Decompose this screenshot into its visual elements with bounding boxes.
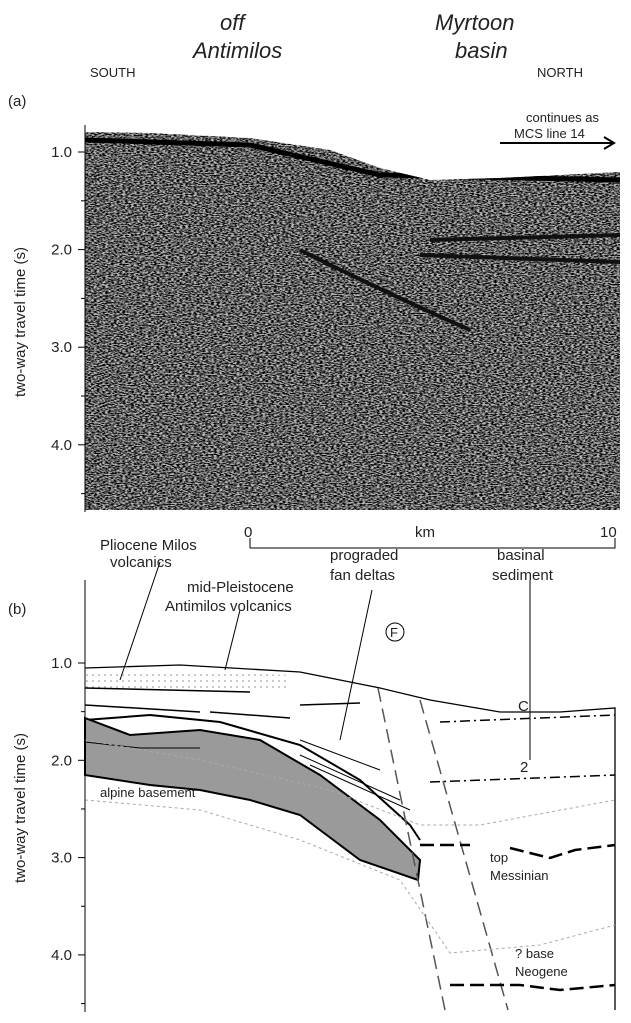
arrow-head xyxy=(603,136,616,150)
label: top xyxy=(490,850,508,865)
direction: SOUTH xyxy=(90,65,136,80)
label: Antimilos volcanics xyxy=(165,598,292,615)
seismic-section xyxy=(85,132,620,510)
label: 2 xyxy=(520,759,528,776)
y-tick-label: 3.0 xyxy=(51,339,72,356)
label: Neogene xyxy=(515,964,568,979)
label: C xyxy=(518,698,529,715)
scale-label: 0 xyxy=(244,524,252,541)
axis-title: two-way travel time (s) xyxy=(12,247,29,397)
y-tick-label: 3.0 xyxy=(51,850,72,867)
title: basin xyxy=(455,38,508,63)
scale-label: 10 xyxy=(600,524,617,541)
label: Pliocene Milos xyxy=(100,537,197,554)
y-tick-label: 1.0 xyxy=(51,655,72,672)
note: continues as xyxy=(526,110,599,125)
label: Messinian xyxy=(490,868,549,883)
label: basinal xyxy=(497,547,545,564)
title: Myrtoon xyxy=(435,10,514,35)
panel-label: (b) xyxy=(8,601,26,618)
y-tick-label: 4.0 xyxy=(51,947,72,964)
label: ? base xyxy=(515,946,554,961)
title: Antimilos xyxy=(191,38,282,63)
y-tick-label: 1.0 xyxy=(51,144,72,161)
y-tick-label: 2.0 xyxy=(51,242,72,259)
interpretation xyxy=(84,561,616,1011)
title: off xyxy=(220,10,247,35)
note: MCS line 14 xyxy=(514,126,585,141)
scale-label: km xyxy=(415,524,435,541)
label: sediment xyxy=(492,567,554,584)
label: mid-Pleistocene xyxy=(187,579,294,596)
axis-title: two-way travel time (s) xyxy=(12,733,29,883)
scale-bar xyxy=(249,538,616,549)
label: volcanics xyxy=(110,554,172,571)
panel-label: (a) xyxy=(8,93,26,110)
label: fan deltas xyxy=(330,567,395,584)
label: F xyxy=(390,625,398,640)
direction: NORTH xyxy=(537,65,583,80)
label: alpine basement xyxy=(100,785,196,800)
y-tick-label: 2.0 xyxy=(51,752,72,769)
y-tick-label: 4.0 xyxy=(51,437,72,454)
label: prograded xyxy=(330,547,398,564)
